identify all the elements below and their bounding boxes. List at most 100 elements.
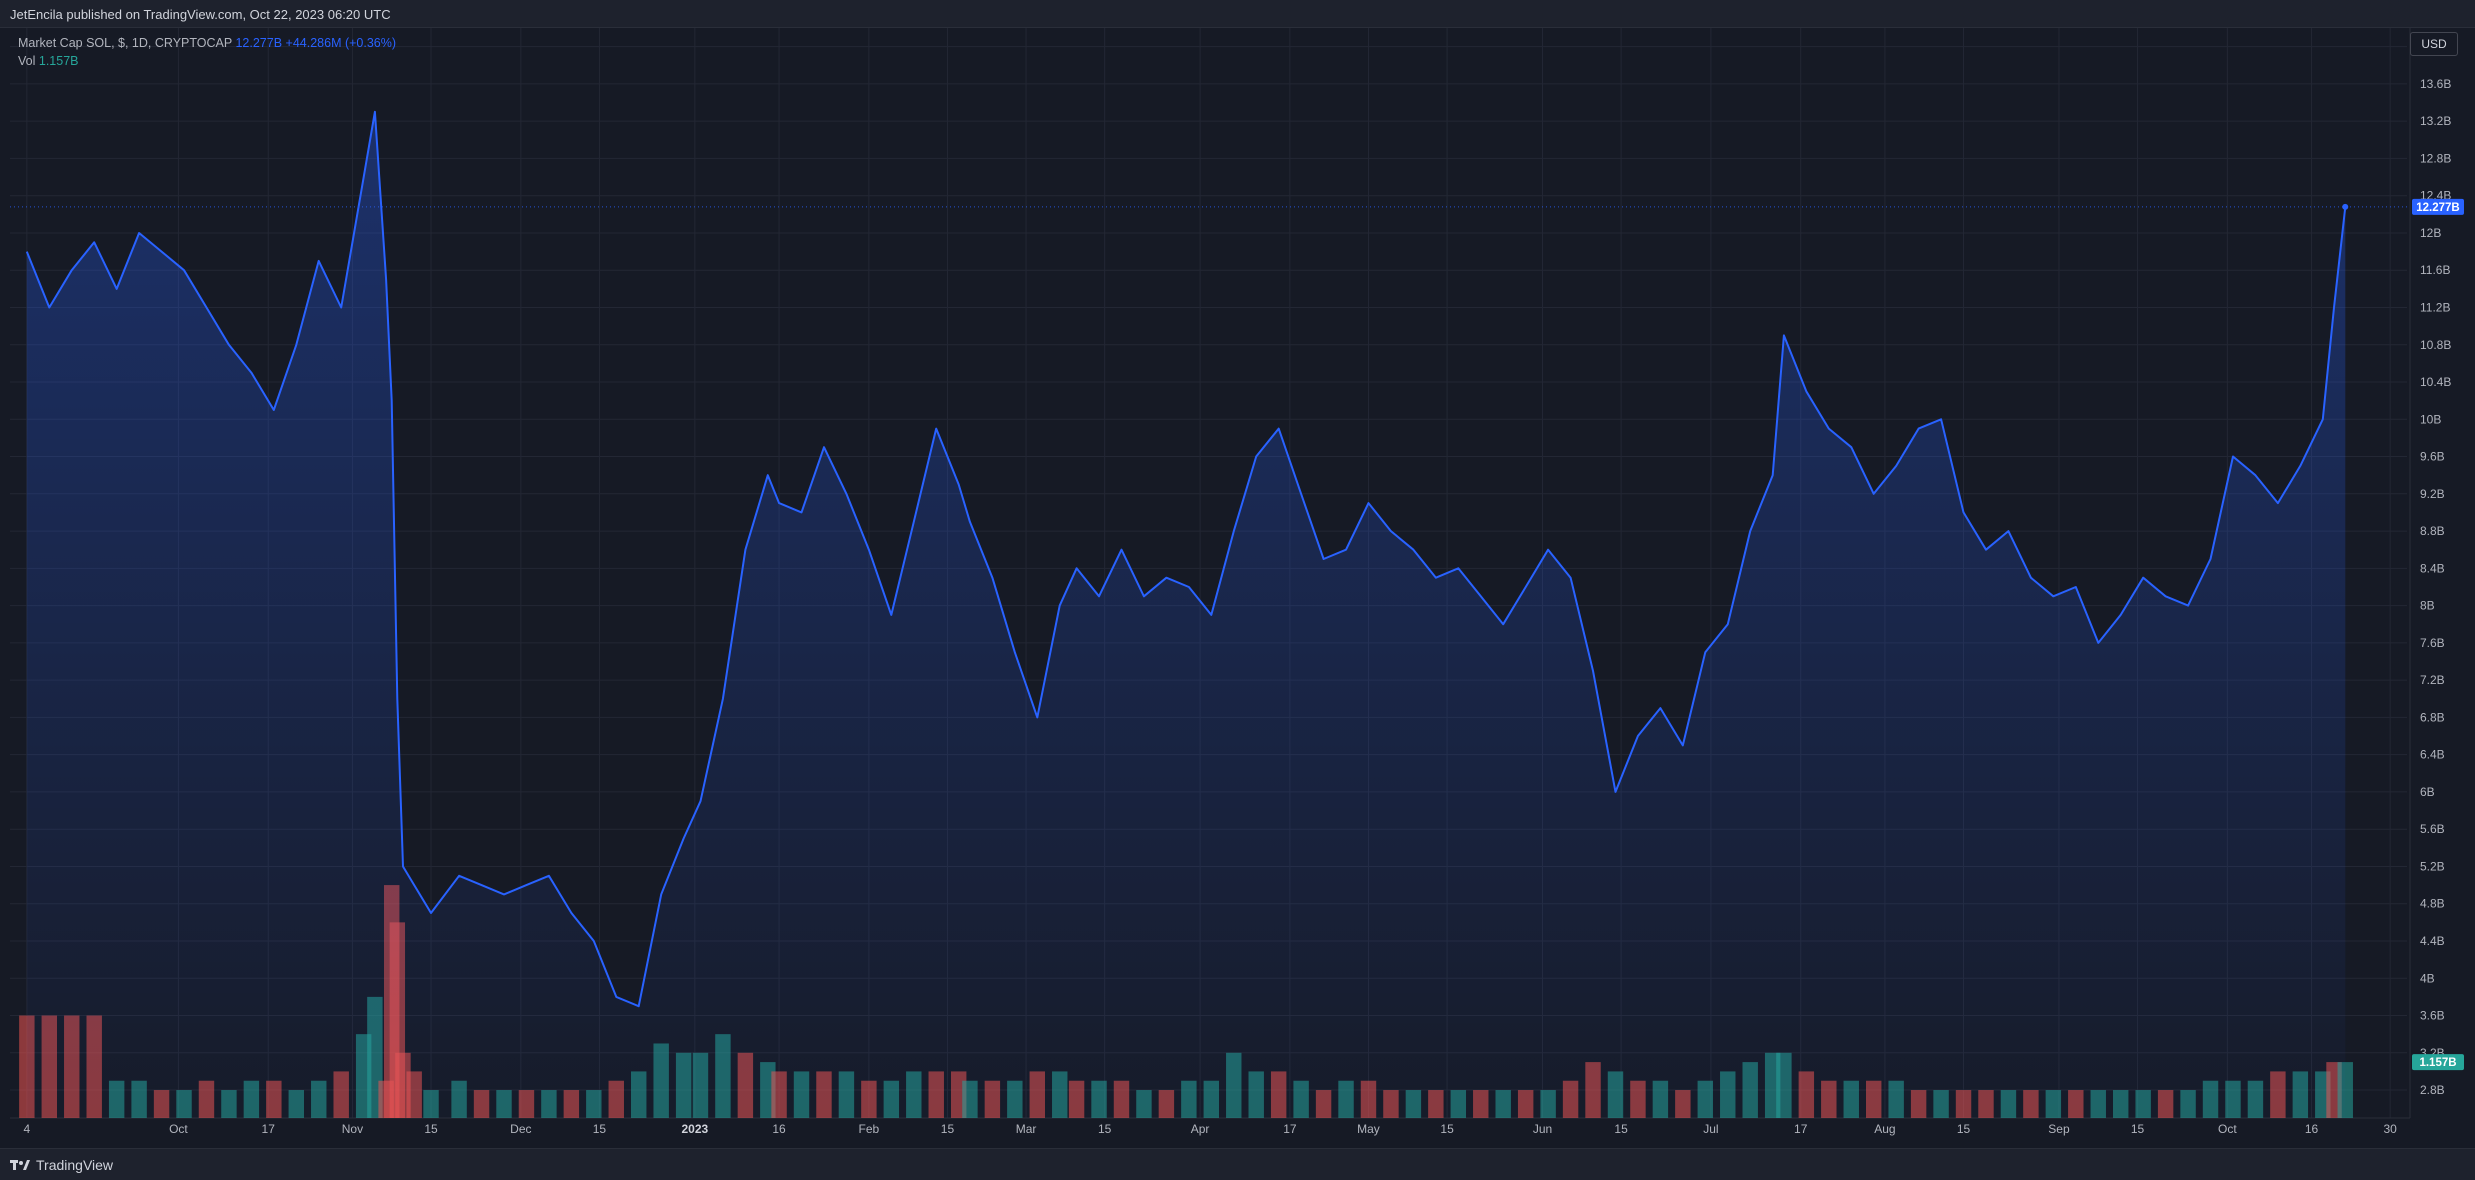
data-point — [116, 288, 118, 290]
last-volume-badge — [2412, 1054, 2464, 1071]
y-tick-label: 5.2B — [2420, 859, 2445, 873]
data-point — [1659, 707, 1661, 709]
data-point — [2075, 586, 2077, 588]
data-point — [1480, 595, 1482, 597]
data-point — [161, 251, 163, 253]
data-point — [391, 400, 393, 402]
legend-value: 12.277B — [235, 36, 283, 50]
data-point — [1323, 558, 1325, 560]
y-tick-label: 6.4B — [2420, 748, 2445, 762]
data-point — [744, 549, 746, 551]
data-point — [363, 176, 365, 178]
x-tick-label: 16 — [772, 1122, 786, 1136]
data-point — [2299, 465, 2301, 467]
data-point — [1783, 334, 1785, 336]
data-point — [1076, 567, 1078, 569]
x-tick-label: May — [1357, 1122, 1380, 1136]
publish-info: JetEncila published on TradingView.com, … — [10, 7, 391, 22]
data-point — [1547, 549, 1549, 551]
y-tick-label: 4.8B — [2420, 897, 2445, 911]
data-point — [1873, 493, 1875, 495]
data-point — [385, 279, 387, 281]
data-point — [250, 372, 252, 374]
x-tick-label: 15 — [593, 1122, 607, 1136]
data-point — [2120, 614, 2122, 616]
data-point — [1059, 605, 1061, 607]
data-point — [525, 884, 527, 886]
x-tick-label: Jun — [1533, 1122, 1552, 1136]
data-point — [273, 409, 275, 411]
data-point — [458, 875, 460, 877]
data-point — [1682, 744, 1684, 746]
y-tick-label: 6.8B — [2420, 710, 2445, 724]
data-point — [205, 306, 207, 308]
data-point — [1963, 511, 1965, 513]
data-point — [295, 344, 297, 346]
data-point — [1828, 428, 1830, 430]
data-point — [2187, 605, 2189, 607]
data-point — [503, 893, 505, 895]
data-point — [2322, 418, 2324, 420]
data-point — [991, 577, 993, 579]
x-tick-label: Aug — [1874, 1122, 1895, 1136]
data-point — [1165, 577, 1167, 579]
data-point — [2052, 595, 2054, 597]
data-point — [71, 269, 73, 271]
tradingview-brand[interactable]: TradingView — [10, 1157, 113, 1173]
data-point — [722, 698, 724, 700]
data-point — [699, 800, 701, 802]
data-point — [1525, 586, 1527, 588]
data-point — [593, 940, 595, 942]
legend-volume-label: Vol — [18, 54, 36, 68]
data-point — [1457, 567, 1459, 569]
data-point — [1390, 530, 1392, 532]
data-point — [138, 232, 140, 234]
data-point — [1143, 595, 1145, 597]
data-point — [570, 912, 572, 914]
data-point — [481, 884, 483, 886]
data-point — [1637, 735, 1639, 737]
x-tick-label: Nov — [342, 1122, 363, 1136]
data-point — [93, 241, 95, 243]
data-point — [2030, 577, 2032, 579]
data-point — [1850, 446, 1852, 448]
legend-volume-value: 1.157B — [38, 54, 79, 68]
data-point — [683, 838, 685, 840]
legend-volume-row[interactable]: Vol 1.157B — [18, 52, 396, 70]
last-price-dot — [2342, 203, 2349, 210]
legend-main-row[interactable]: Market Cap SOL, $, 1D, CRYPTOCAP 12.277B… — [18, 34, 396, 52]
data-point — [1255, 456, 1257, 458]
data-point — [183, 269, 185, 271]
y-tick-label: 4.4B — [2420, 934, 2445, 948]
data-point — [228, 344, 230, 346]
data-point — [1300, 493, 1302, 495]
y-tick-label: 11.2B — [2420, 300, 2450, 314]
y-tick-label: 11.6B — [2420, 263, 2450, 277]
x-tick-label: 2023 — [682, 1122, 709, 1136]
data-point — [615, 996, 617, 998]
data-point — [430, 912, 432, 914]
y-tick-label: 13.6B — [2420, 77, 2451, 91]
tradingview-logo-icon — [10, 1159, 30, 1171]
data-point — [2165, 595, 2167, 597]
footer-bar: TradingView — [0, 1148, 2475, 1180]
x-tick-label: 4 — [23, 1122, 30, 1136]
y-tick-label: 10.8B — [2420, 338, 2451, 352]
data-point — [2333, 306, 2335, 308]
data-point — [1345, 549, 1347, 551]
data-point — [2007, 530, 2009, 532]
data-point — [660, 893, 662, 895]
y-tick-label: 12.8B — [2420, 151, 2451, 165]
data-point — [1570, 577, 1572, 579]
y-tick-label: 7.6B — [2420, 636, 2445, 650]
data-point — [935, 428, 937, 430]
data-point — [1727, 623, 1729, 625]
x-tick-label: Mar — [1016, 1122, 1037, 1136]
data-point — [2232, 456, 2234, 458]
last-price-badge — [2412, 198, 2464, 215]
price-chart[interactable]: 14B13.6B13.2B12.8B12.4B12B11.6B11.2B10.8… — [0, 0, 2475, 1148]
x-tick-label: 30 — [2383, 1122, 2397, 1136]
x-tick-label: 15 — [2131, 1122, 2145, 1136]
currency-button[interactable]: USD — [2410, 32, 2458, 56]
y-tick-label: 2.8B — [2420, 1083, 2445, 1097]
